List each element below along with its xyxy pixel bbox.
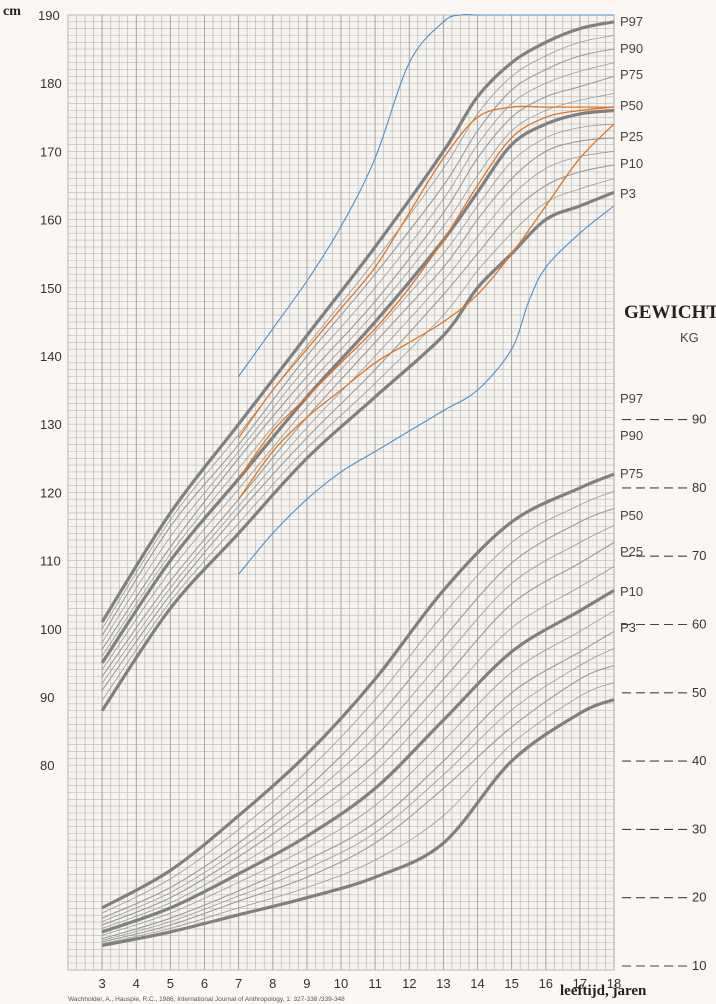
height-curve-p97 xyxy=(100,20,615,623)
weight-percentile-label: P97 xyxy=(620,391,643,406)
weight-percentile-label: P10 xyxy=(620,584,643,599)
height-percentile-label: P75 xyxy=(620,67,643,82)
height-intermediate-curve xyxy=(101,62,615,643)
weight-percentile-label: P90 xyxy=(620,428,643,443)
curves xyxy=(100,13,615,948)
height-unit-label: cm xyxy=(3,4,21,19)
weight-intermediate-curve xyxy=(101,490,615,914)
age-tick-label: 7 xyxy=(235,976,242,991)
weight-title: GEWICHT xyxy=(624,302,716,323)
weight-tick-label: 50 xyxy=(692,685,706,700)
weight-tick-label: 40 xyxy=(692,753,706,768)
age-tick-label: 4 xyxy=(133,976,140,991)
weight-tick-label: 70 xyxy=(692,548,706,563)
age-tick-label: 12 xyxy=(402,976,416,991)
height-intermediate-curve xyxy=(101,178,615,701)
weight-tick-label: 30 xyxy=(692,821,706,836)
chart-grid xyxy=(67,14,615,971)
weight-curve-p75 xyxy=(101,542,615,926)
weight-intermediate-curve xyxy=(101,648,615,941)
height-tick-label: 130 xyxy=(40,417,62,432)
age-tick-label: 18 xyxy=(607,976,621,991)
age-tick-label: 5 xyxy=(167,976,174,991)
weight-tick-label: 80 xyxy=(692,480,706,495)
age-tick-label: 8 xyxy=(269,976,276,991)
x-axis-label: leeftijd, jaren xyxy=(560,983,647,999)
weight-percentile-label: P50 xyxy=(620,508,643,523)
age-tick-label: 16 xyxy=(539,976,553,991)
height-tick-labels: 190 180 170 160 150 140 130 120 110 100 90 80 xyxy=(38,8,62,773)
age-tick-label: 3 xyxy=(98,976,105,991)
weight-tick-label: 10 xyxy=(692,958,706,973)
height-percentile-label: P50 xyxy=(620,98,643,113)
weight-tick-label: 20 xyxy=(692,890,706,905)
weight-curve-p10 xyxy=(101,664,615,943)
height-percentile-label: P97 xyxy=(620,14,643,29)
height-curve-p75 xyxy=(101,75,615,650)
height-tick-label: 180 xyxy=(40,76,62,91)
orange-reference-curve xyxy=(238,123,615,500)
weight-intermediate-curve xyxy=(101,610,615,936)
weight-curve-p97 xyxy=(101,472,615,910)
height-curve-p90 xyxy=(101,48,615,636)
weight-intermediate-curve xyxy=(101,566,615,929)
height-curve-p50 xyxy=(100,108,615,664)
height-tick-label: 190 xyxy=(38,8,60,23)
blue-reference-curve xyxy=(238,13,614,377)
citation: Wachholder, A., Hauspie, R.C., 1986, Int… xyxy=(68,996,345,1003)
height-tick-label: 90 xyxy=(40,690,54,705)
age-tick-label: 17 xyxy=(573,976,587,991)
height-intermediate-curve xyxy=(101,35,615,630)
orange-reference-curve xyxy=(238,105,614,439)
weight-curve-p25 xyxy=(101,630,615,940)
age-tick-label: 6 xyxy=(201,976,208,991)
age-tick-label: 14 xyxy=(470,976,484,991)
height-tick-label: 80 xyxy=(40,758,54,773)
height-percentile-label: P90 xyxy=(620,41,643,56)
weight-curve-p90 xyxy=(101,507,615,919)
blue-reference-curve xyxy=(238,205,615,575)
percentile-labels: P97 P97 P90 P90 P75 P75 P50 P50 P25 P25 P10 P10 P3 P3 xyxy=(620,14,643,635)
height-tick-label: 170 xyxy=(40,144,62,159)
age-tick-label: 10 xyxy=(334,976,348,991)
weight-tick-label: 90 xyxy=(692,412,706,427)
height-curve-p10 xyxy=(101,164,615,691)
weight-axis: GEWICHT KG 90 80 70 60 50 40 30 20 10 xyxy=(622,302,716,973)
weight-unit-label: KG xyxy=(680,330,699,345)
weight-intermediate-curve xyxy=(101,525,615,922)
age-tick-label: 13 xyxy=(436,976,450,991)
height-percentile-label: P3 xyxy=(620,186,636,201)
height-curve-p25 xyxy=(101,137,615,677)
height-tick-label: 100 xyxy=(40,622,62,637)
height-tick-label: 160 xyxy=(40,213,62,228)
weight-percentile-label: P3 xyxy=(620,620,636,635)
height-tick-label: 150 xyxy=(40,281,62,296)
age-tick-label: 9 xyxy=(303,976,310,991)
weight-percentile-label: P75 xyxy=(620,466,643,481)
weight-percentile-label: P25 xyxy=(620,544,643,559)
height-tick-label: 140 xyxy=(40,349,62,364)
height-tick-label: 120 xyxy=(40,485,62,500)
weight-intermediate-curve xyxy=(102,682,615,945)
height-tick-label: 110 xyxy=(40,554,61,569)
weight-curve-p3 xyxy=(101,698,615,948)
height-percentile-label: P10 xyxy=(620,156,643,171)
height-percentile-label: P25 xyxy=(620,129,643,144)
weight-tick-label: 60 xyxy=(692,617,706,632)
orange-reference-curve xyxy=(238,106,615,480)
age-tick-label: 15 xyxy=(504,976,518,991)
height-intermediate-curve xyxy=(101,151,615,684)
height-intermediate-curve xyxy=(101,93,615,657)
height-intermediate-curve xyxy=(101,123,615,670)
age-tick-labels: 3 4 5 6 7 8 9 10 11 12 13 14 15 16 17 18 xyxy=(98,976,621,991)
age-tick-label: 11 xyxy=(368,976,382,991)
height-axis-title: cm xyxy=(3,4,21,19)
height-curve-p3 xyxy=(100,190,615,712)
weight-curve-p50 xyxy=(101,589,615,934)
